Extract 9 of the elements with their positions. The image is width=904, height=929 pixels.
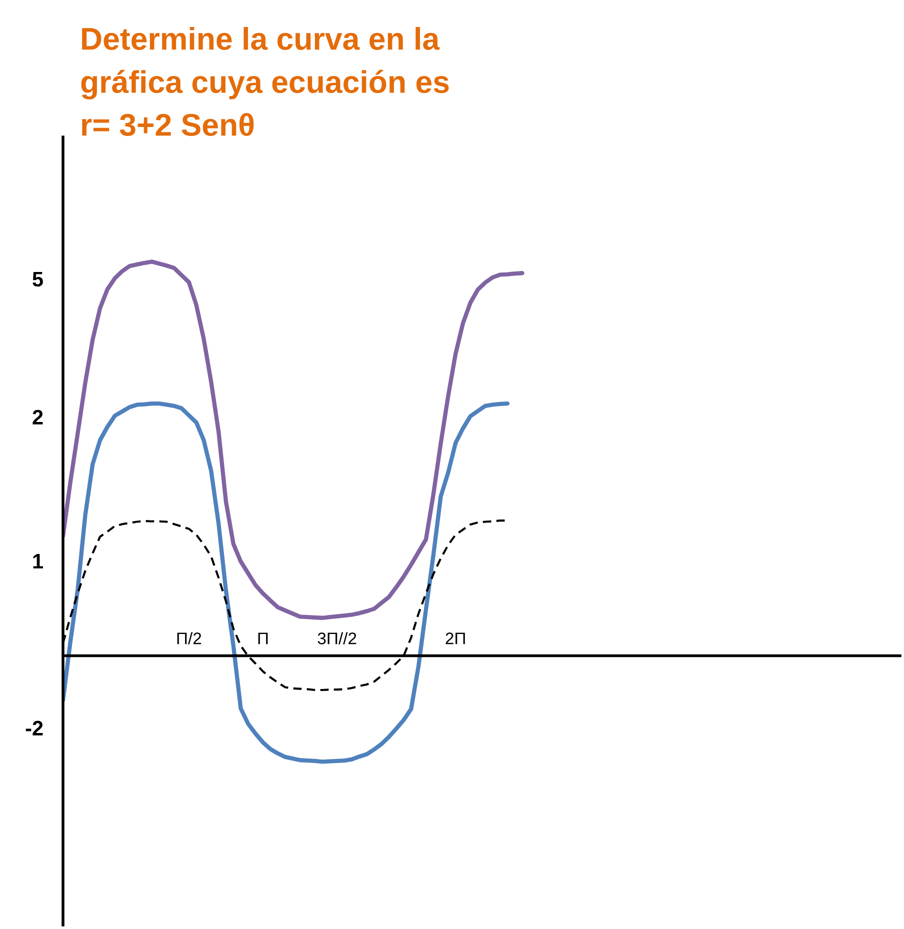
x-tick-label: Π/2 bbox=[177, 632, 202, 644]
text: 5 bbox=[32, 272, 43, 287]
x-tick-label: 2Π bbox=[446, 632, 465, 644]
x-tick-label: Π bbox=[258, 632, 268, 644]
text: 2 bbox=[32, 410, 43, 424]
text: 1 bbox=[33, 554, 43, 568]
x-tick-label: 3Π//2 bbox=[318, 632, 356, 644]
text: -2 bbox=[26, 720, 43, 736]
chart-title: Determine la curva en la gráfica cuya ecuación es r= 3+2 Senθ bbox=[81, 27, 449, 136]
